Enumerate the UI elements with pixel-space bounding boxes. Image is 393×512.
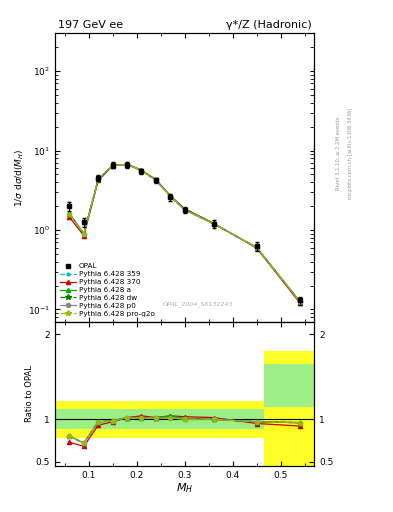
Pythia 6.428 370 bbox=[154, 177, 158, 183]
Pythia 6.428 p0 bbox=[168, 194, 173, 200]
Legend: OPAL, Pythia 6.428 359, Pythia 6.428 370, Pythia 6.428 a, Pythia 6.428 dw, Pythi: OPAL, Pythia 6.428 359, Pythia 6.428 370… bbox=[59, 262, 156, 318]
Pythia 6.428 pro-q2o bbox=[298, 298, 302, 305]
Pythia 6.428 370 bbox=[168, 193, 173, 199]
Pythia 6.428 p0 bbox=[154, 177, 158, 183]
Pythia 6.428 dw bbox=[81, 230, 86, 237]
Pythia 6.428 pro-q2o bbox=[67, 211, 72, 217]
Pythia 6.428 p0 bbox=[298, 298, 302, 305]
Pythia 6.428 p0 bbox=[182, 207, 187, 213]
Pythia 6.428 370 bbox=[211, 220, 216, 226]
Pythia 6.428 a bbox=[182, 206, 187, 212]
Text: mcplots.cern.ch [arXiv:1306.3436]: mcplots.cern.ch [arXiv:1306.3436] bbox=[348, 108, 353, 199]
Pythia 6.428 dw bbox=[139, 167, 144, 174]
Pythia 6.428 a bbox=[139, 167, 144, 174]
Pythia 6.428 dw bbox=[211, 221, 216, 227]
Pythia 6.428 p0 bbox=[110, 162, 115, 168]
Pythia 6.428 dw bbox=[154, 177, 158, 183]
Pythia 6.428 370 bbox=[67, 214, 72, 220]
Pythia 6.428 370 bbox=[81, 232, 86, 239]
Pythia 6.428 p0 bbox=[96, 176, 101, 182]
Text: Rivet 3.1.10, ≥ 2.2M events: Rivet 3.1.10, ≥ 2.2M events bbox=[336, 117, 341, 190]
Line: Pythia 6.428 pro-q2o: Pythia 6.428 pro-q2o bbox=[67, 162, 303, 304]
Pythia 6.428 dw bbox=[298, 298, 302, 305]
Pythia 6.428 359 bbox=[168, 194, 173, 200]
Pythia 6.428 370 bbox=[125, 161, 129, 167]
Pythia 6.428 a bbox=[110, 162, 115, 168]
Pythia 6.428 a bbox=[154, 177, 158, 183]
Pythia 6.428 359 bbox=[110, 162, 115, 168]
Pythia 6.428 359 bbox=[182, 207, 187, 213]
Pythia 6.428 359 bbox=[254, 245, 259, 251]
Text: OPAL_2004_S6132243: OPAL_2004_S6132243 bbox=[162, 302, 233, 307]
Pythia 6.428 359 bbox=[67, 211, 72, 217]
Line: Pythia 6.428 370: Pythia 6.428 370 bbox=[67, 162, 302, 305]
Pythia 6.428 dw bbox=[125, 161, 129, 167]
Line: Pythia 6.428 dw: Pythia 6.428 dw bbox=[67, 162, 303, 304]
Pythia 6.428 a bbox=[67, 211, 72, 217]
Pythia 6.428 pro-q2o bbox=[110, 162, 115, 168]
Line: Pythia 6.428 p0: Pythia 6.428 p0 bbox=[67, 162, 302, 304]
Pythia 6.428 359 bbox=[125, 161, 129, 167]
Pythia 6.428 370 bbox=[96, 178, 101, 184]
Pythia 6.428 p0 bbox=[211, 221, 216, 227]
Text: 197 GeV ee: 197 GeV ee bbox=[58, 20, 123, 30]
Pythia 6.428 pro-q2o bbox=[139, 167, 144, 174]
Line: Pythia 6.428 359: Pythia 6.428 359 bbox=[67, 162, 303, 304]
Pythia 6.428 dw bbox=[182, 207, 187, 213]
Pythia 6.428 a bbox=[96, 176, 101, 182]
Pythia 6.428 a bbox=[254, 245, 259, 251]
Pythia 6.428 359 bbox=[154, 177, 158, 183]
Pythia 6.428 370 bbox=[254, 245, 259, 251]
Pythia 6.428 a bbox=[81, 230, 86, 237]
Pythia 6.428 359 bbox=[81, 230, 86, 237]
Pythia 6.428 p0 bbox=[139, 167, 144, 174]
Text: γ*/Z (Hadronic): γ*/Z (Hadronic) bbox=[226, 20, 312, 30]
Pythia 6.428 370 bbox=[110, 163, 115, 169]
Pythia 6.428 pro-q2o bbox=[211, 221, 216, 227]
Pythia 6.428 pro-q2o bbox=[96, 176, 101, 182]
Pythia 6.428 dw bbox=[110, 162, 115, 168]
Pythia 6.428 pro-q2o bbox=[154, 177, 158, 183]
Pythia 6.428 359 bbox=[211, 221, 216, 227]
Pythia 6.428 p0 bbox=[81, 230, 86, 237]
Pythia 6.428 p0 bbox=[254, 245, 259, 251]
Pythia 6.428 pro-q2o bbox=[254, 245, 259, 251]
Pythia 6.428 370 bbox=[298, 300, 302, 306]
Pythia 6.428 pro-q2o bbox=[81, 230, 86, 237]
Pythia 6.428 dw bbox=[168, 194, 173, 200]
Pythia 6.428 pro-q2o bbox=[168, 194, 173, 200]
Pythia 6.428 359 bbox=[298, 298, 302, 305]
Pythia 6.428 a bbox=[168, 193, 173, 199]
Pythia 6.428 dw bbox=[96, 176, 101, 182]
Pythia 6.428 359 bbox=[139, 167, 144, 174]
Pythia 6.428 p0 bbox=[125, 161, 129, 167]
Pythia 6.428 pro-q2o bbox=[182, 207, 187, 213]
Pythia 6.428 a bbox=[298, 298, 302, 305]
Pythia 6.428 a bbox=[211, 221, 216, 227]
Pythia 6.428 pro-q2o bbox=[125, 161, 129, 167]
Pythia 6.428 370 bbox=[182, 206, 187, 212]
Pythia 6.428 dw bbox=[67, 211, 72, 217]
X-axis label: $M_H$: $M_H$ bbox=[176, 481, 193, 495]
Pythia 6.428 a bbox=[125, 161, 129, 167]
Line: Pythia 6.428 a: Pythia 6.428 a bbox=[67, 162, 302, 304]
Pythia 6.428 p0 bbox=[67, 211, 72, 217]
Pythia 6.428 dw bbox=[254, 245, 259, 251]
Pythia 6.428 359 bbox=[96, 176, 101, 182]
Y-axis label: 1/$\sigma$ d$\sigma$/d($M_H$): 1/$\sigma$ d$\sigma$/d($M_H$) bbox=[14, 148, 26, 207]
Y-axis label: Ratio to OPAL: Ratio to OPAL bbox=[26, 366, 35, 422]
Pythia 6.428 370 bbox=[139, 167, 144, 173]
